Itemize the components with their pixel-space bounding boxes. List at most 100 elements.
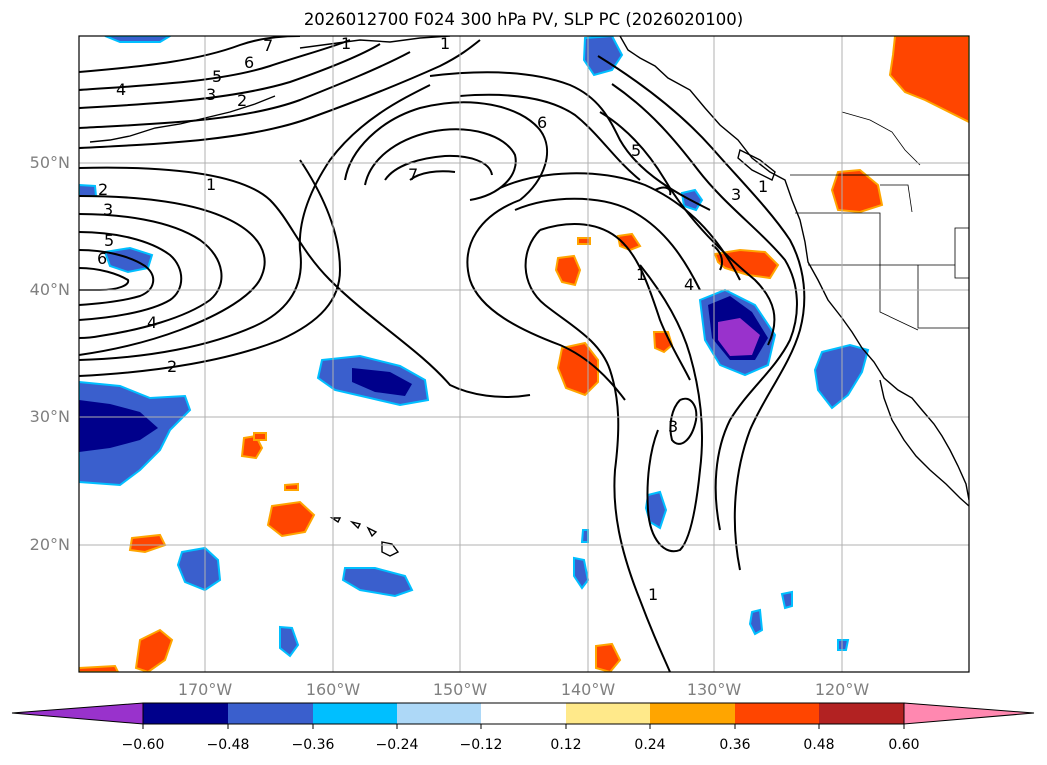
neg-anomaly-small-2 (780, 590, 793, 610)
contour-label: 2 (167, 357, 177, 376)
contour-label: 3 (103, 200, 113, 219)
pos-anomaly-20n-174w (128, 533, 167, 554)
contour-label: 1 (648, 585, 658, 604)
lat-label: 30°N (29, 407, 70, 426)
neg-anomaly-17n-160w (341, 567, 414, 598)
colorbar-frame (142, 702, 905, 725)
pos-anomaly-28n-165w-b (253, 432, 267, 441)
colorbar-bin (313, 703, 397, 724)
contour-label: 1 (636, 265, 646, 284)
contour-label: 5 (212, 67, 222, 86)
vancouver-island (737, 148, 776, 181)
pos-anomaly-24n-163w (284, 482, 299, 491)
contour-label: 5 (631, 141, 641, 160)
slp-contours (79, 36, 806, 672)
colorbar-bin (397, 703, 481, 724)
colorbar-tick-label: 0.36 (719, 737, 751, 753)
neg-anomaly-18n-140w (573, 556, 590, 590)
contour-label: 2 (237, 91, 247, 110)
colorbar-tick-label: −0.12 (459, 737, 503, 753)
neg-anomaly-57n-140w (582, 36, 624, 77)
pos-anomaly-43n-140w (577, 237, 591, 245)
contour-labels: 7 6 5 4 3 2 1 2 3 5 6 1 7 6 5 3 1 1 4 4 … (97, 34, 768, 604)
pos-anomaly-41n-141w (554, 254, 582, 287)
colorbar-extend-max (903, 702, 1035, 725)
neg-anomaly-west-core (79, 400, 158, 452)
neg-anomaly-24n-136w (644, 490, 668, 530)
neg-anomaly-13n-167w (279, 625, 300, 658)
lon-label: 170°W (177, 680, 233, 699)
colorbar-tick-label: −0.60 (121, 737, 165, 753)
colorbar (11, 702, 1035, 729)
pos-anomaly-57n-117w (888, 36, 969, 124)
colorbar-bin (143, 703, 228, 724)
pos-anomaly-12n-176w (134, 628, 174, 672)
contour-label: 3 (668, 417, 678, 436)
colorbar-tick-label: 0.48 (803, 737, 835, 753)
aleutian-chain (89, 95, 276, 143)
hawaii-oahu (349, 520, 362, 530)
neg-anomaly-17n-178w (176, 546, 222, 592)
colorbar-bin (650, 703, 735, 724)
map-plot-area (79, 36, 969, 672)
pv-anomaly-fill (79, 36, 969, 672)
contour-label: 1 (758, 177, 768, 196)
contour-label: 2 (98, 180, 108, 199)
colorbar-tick-label: 0.24 (634, 737, 666, 753)
neg-anomaly-top-left (104, 36, 172, 43)
neg-anomaly-38n-peak (718, 318, 760, 356)
pos-anomaly-42n-128w (713, 248, 780, 280)
colorbar-bin (481, 703, 566, 724)
pos-anomaly-11n-140w (595, 642, 622, 672)
lon-label: 120°W (814, 680, 870, 699)
contour-label: 5 (104, 231, 114, 250)
lat-label: 40°N (29, 280, 70, 299)
pos-anomaly-33n-140w (556, 341, 599, 397)
neg-anomaly-small-4 (580, 529, 589, 543)
colorbar-tick-label: −0.24 (375, 737, 419, 753)
contour-label: 7 (263, 36, 273, 55)
contour-label: 1 (341, 34, 351, 53)
colorbar-tick-label: 0.60 (888, 737, 920, 753)
page-title: 2026012700 F024 300 hPa PV, SLP PC (2026… (303, 10, 744, 29)
contour-label: 7 (408, 165, 418, 184)
lat-label: 20°N (29, 535, 70, 554)
na-coastline (619, 36, 969, 501)
contour-label: 1 (206, 175, 216, 194)
neg-anomaly-small-3 (837, 639, 850, 651)
contour-label: 4 (684, 275, 694, 294)
contour-label: 3 (206, 85, 216, 104)
map-frame (78, 35, 970, 673)
colorbar-tick-label: −0.48 (206, 737, 250, 753)
lat-label: 50°N (29, 153, 70, 172)
hawaii-maui (366, 526, 378, 538)
lon-label: 150°W (432, 680, 488, 699)
colorbar-bin (819, 703, 904, 724)
colorbar-extend-min (11, 702, 144, 725)
contour-label: 6 (244, 53, 254, 72)
hawaii-kauai (329, 517, 342, 524)
colorbar-bin (228, 703, 313, 724)
colorbar-bin (735, 703, 819, 724)
neg-anomaly-42n-176w (103, 246, 154, 274)
gridlines (79, 36, 969, 672)
lon-label: 130°W (686, 680, 742, 699)
baja-coast (879, 379, 969, 507)
colorbar-bin (566, 703, 650, 724)
neg-anomaly-32n-core (352, 368, 412, 396)
colorbar-tick-label: −0.36 (291, 737, 335, 753)
lon-label: 140°W (560, 680, 616, 699)
pos-anomaly-47n-122w (830, 168, 884, 214)
neg-anomaly-small-1 (748, 608, 764, 636)
contour-label: 6 (97, 249, 107, 268)
lon-label: 160°W (305, 680, 361, 699)
neg-anomaly-small-5 (79, 183, 98, 197)
pos-anomaly-10n-180w (79, 664, 120, 672)
pos-anomaly-43n-136w (616, 232, 642, 252)
contour-label: 6 (537, 113, 547, 132)
contour-label: 1 (440, 34, 450, 53)
pos-anomaly-21n-164w (266, 500, 316, 538)
hawaii-main (381, 541, 400, 557)
contour-label: 4 (147, 313, 157, 332)
